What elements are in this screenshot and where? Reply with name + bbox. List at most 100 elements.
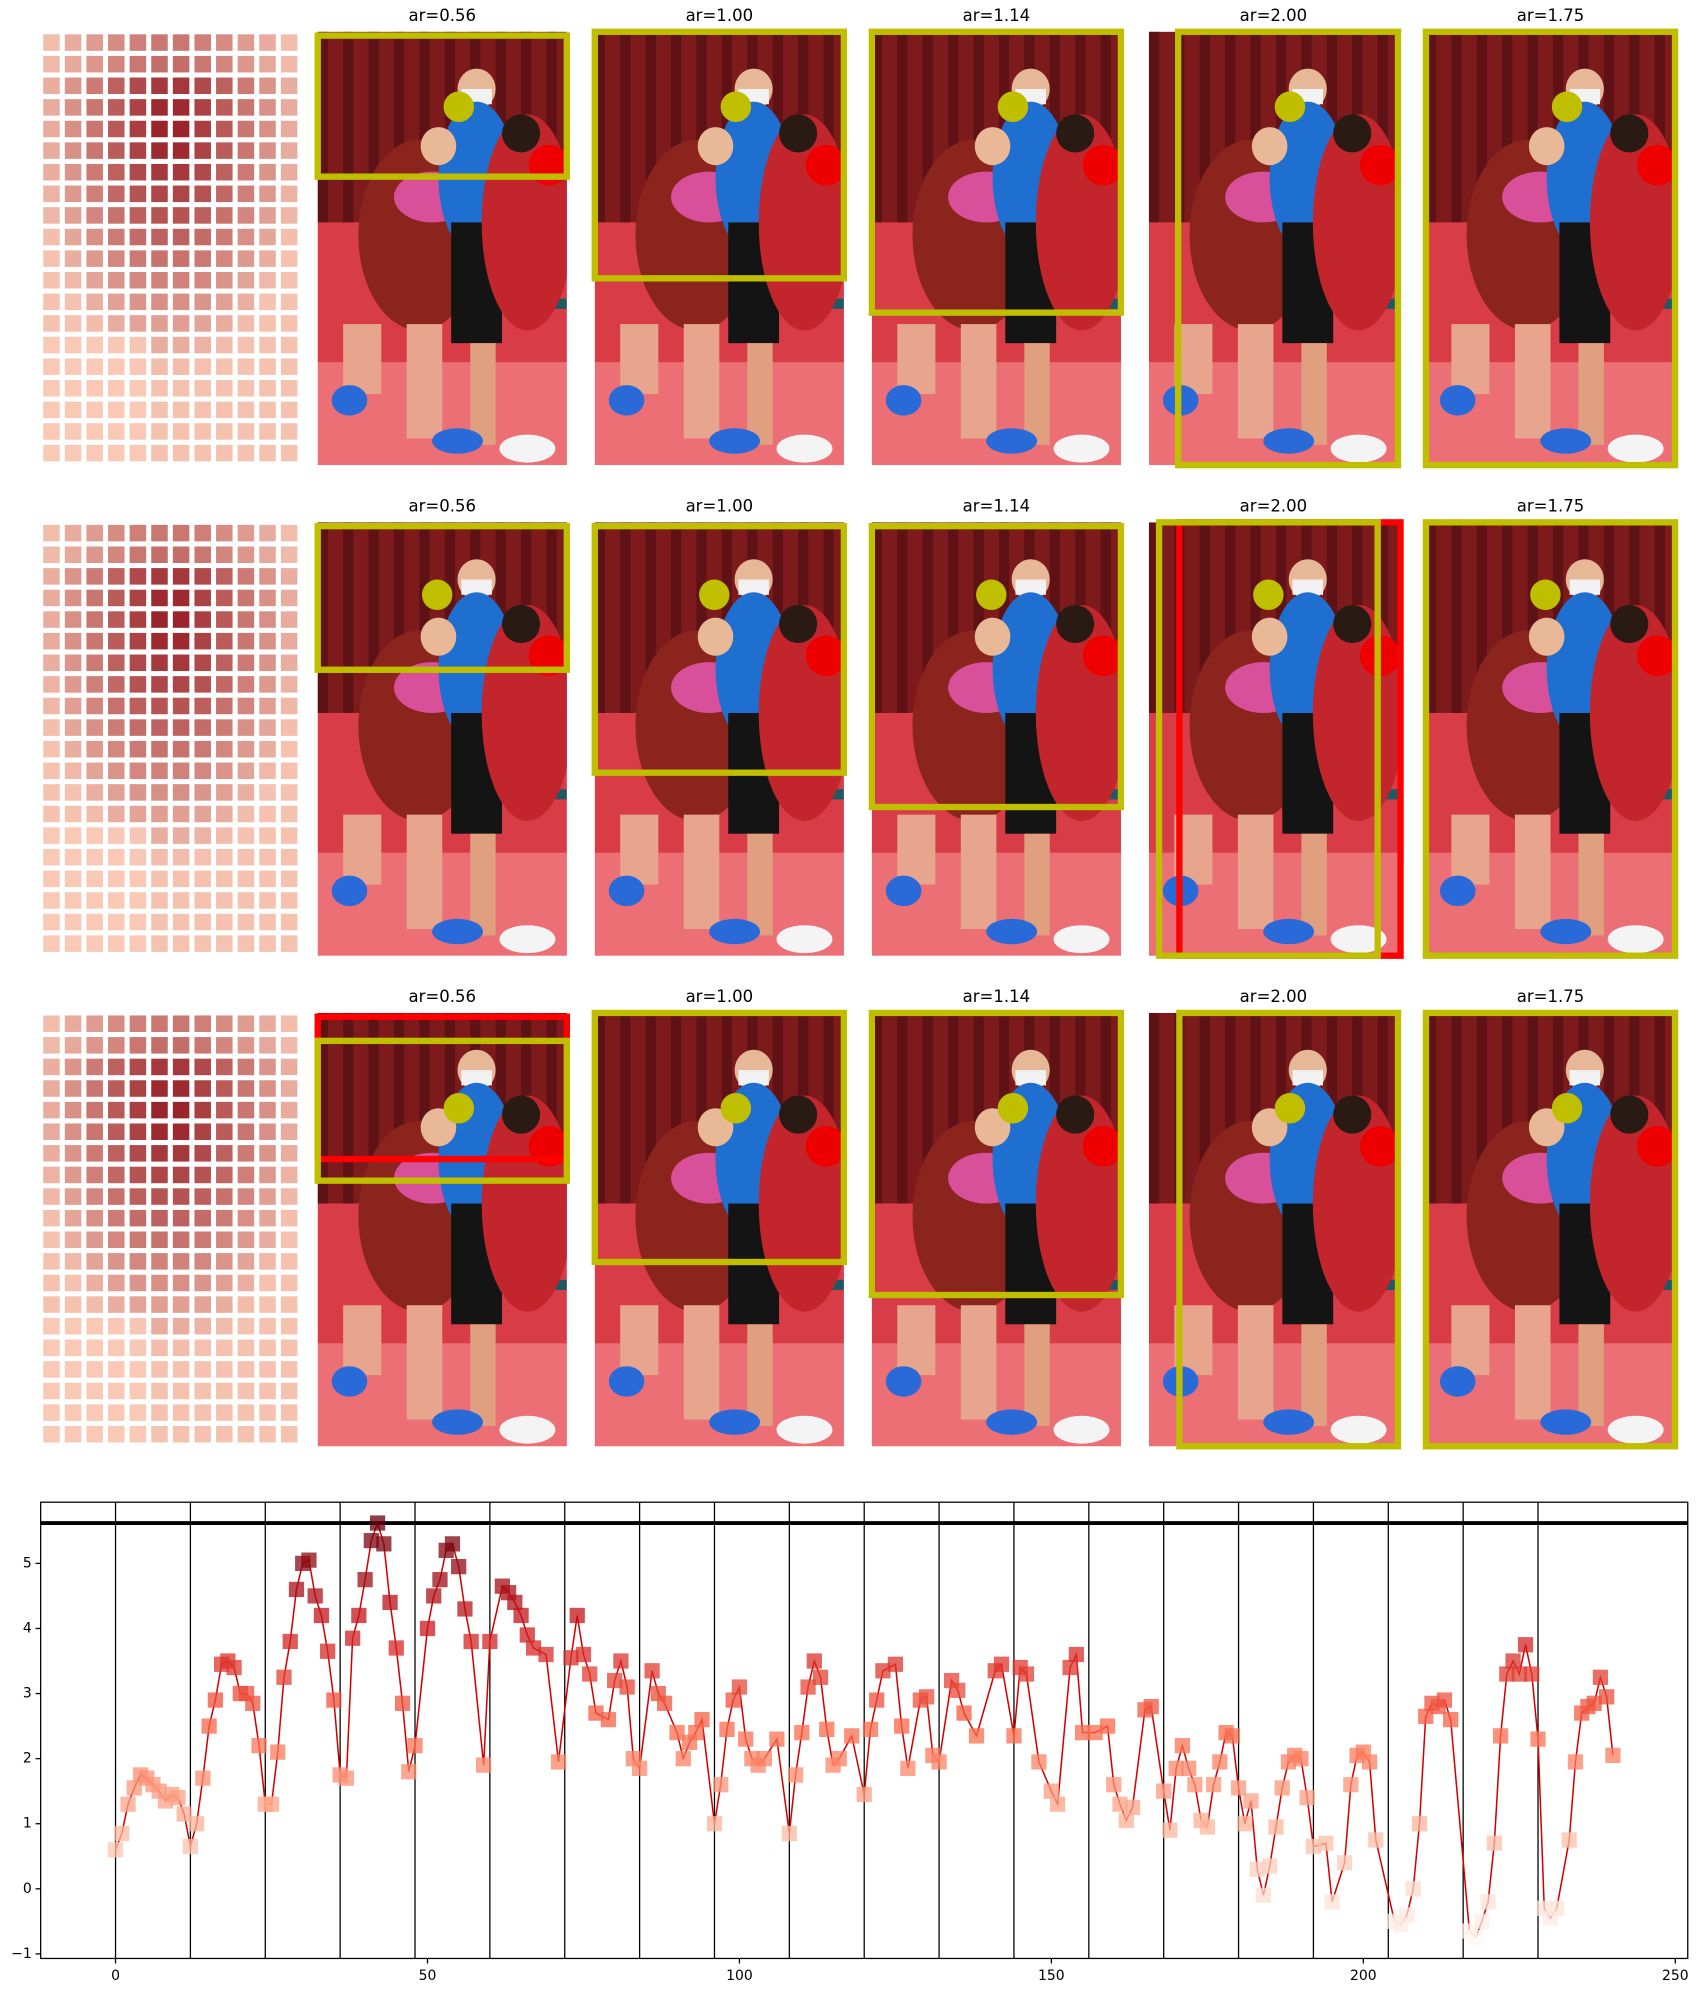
heat-cell bbox=[194, 358, 211, 375]
photo-shape bbox=[738, 579, 769, 595]
x-tick-label: 0 bbox=[111, 1968, 120, 1984]
photo-shape bbox=[406, 814, 443, 930]
point-marker bbox=[382, 1594, 398, 1611]
heat-cell bbox=[259, 762, 276, 780]
photo-shape bbox=[343, 1012, 354, 1204]
photo-shape bbox=[1082, 635, 1121, 677]
heat-cell bbox=[172, 1015, 190, 1032]
photo-shape bbox=[871, 522, 883, 713]
heat-cell bbox=[237, 1037, 255, 1054]
heat-cell bbox=[194, 740, 211, 758]
heat-cell bbox=[237, 120, 255, 138]
photo-shape bbox=[1333, 114, 1372, 153]
heat-cell bbox=[172, 740, 190, 758]
heat-cell bbox=[194, 892, 211, 909]
heat-cell bbox=[172, 632, 190, 650]
heat-cell bbox=[129, 315, 147, 332]
photo bbox=[594, 31, 844, 466]
heat-cell bbox=[129, 185, 147, 203]
photo-shape bbox=[461, 1070, 492, 1086]
heat-cell bbox=[108, 589, 125, 607]
heat-cell bbox=[108, 1015, 125, 1032]
point-marker bbox=[1106, 1777, 1122, 1793]
heat-cell bbox=[43, 99, 60, 116]
heat-cell bbox=[172, 1145, 190, 1162]
point-marker bbox=[831, 1751, 847, 1767]
heat-cell bbox=[216, 1253, 233, 1270]
photo bbox=[594, 1012, 844, 1447]
heat-cell bbox=[129, 935, 147, 952]
heat-cell bbox=[237, 1058, 255, 1076]
photo-shape bbox=[1540, 428, 1592, 454]
photo-shape bbox=[620, 31, 631, 223]
heat-cell bbox=[280, 913, 298, 931]
photo-shape bbox=[620, 522, 631, 713]
photo-shape bbox=[1148, 1012, 1160, 1204]
photo-shape bbox=[470, 833, 496, 936]
photo-shape bbox=[696, 31, 707, 223]
photo-shape bbox=[1333, 1095, 1372, 1134]
heat-cell bbox=[151, 1361, 168, 1378]
heat-cell bbox=[43, 697, 60, 715]
heat-cell bbox=[259, 444, 276, 462]
point-marker bbox=[1087, 1724, 1103, 1741]
photo-shape bbox=[986, 428, 1038, 454]
photo-shape bbox=[1301, 833, 1327, 936]
heat-cell bbox=[151, 892, 168, 909]
photo-shape bbox=[1237, 324, 1274, 439]
heat-cell bbox=[151, 1058, 168, 1076]
heat-cell bbox=[108, 1231, 125, 1249]
heat-cell bbox=[280, 250, 298, 267]
focus-point bbox=[976, 579, 1007, 611]
heat-cell bbox=[237, 913, 255, 931]
heat-cell bbox=[151, 1231, 168, 1249]
heat-cell bbox=[86, 336, 103, 354]
heat-cell bbox=[108, 1296, 125, 1313]
photo-shape bbox=[747, 833, 773, 936]
heat-cell bbox=[172, 34, 190, 51]
heat-cell bbox=[64, 1361, 82, 1378]
heat-cell bbox=[216, 1382, 233, 1400]
heat-cell bbox=[194, 142, 211, 159]
heat-cell bbox=[280, 611, 298, 628]
photo-shape bbox=[1377, 1012, 1388, 1204]
heat-cell bbox=[216, 1015, 233, 1032]
heat-cell bbox=[43, 676, 60, 693]
heat-cell bbox=[280, 1123, 298, 1140]
heat-cell bbox=[194, 568, 211, 585]
heat-cell bbox=[237, 1101, 255, 1119]
heat-cell bbox=[216, 228, 233, 246]
heat-cell bbox=[280, 1231, 298, 1249]
heat-cell bbox=[237, 546, 255, 564]
heat-cell bbox=[86, 1209, 103, 1227]
photo bbox=[1425, 1012, 1676, 1447]
photo-shape bbox=[1514, 814, 1551, 930]
heat-cell bbox=[108, 379, 125, 397]
point-marker bbox=[351, 1607, 367, 1624]
y-tick-label: 4 bbox=[23, 1620, 32, 1636]
photo-shape bbox=[986, 918, 1038, 945]
heat-cell bbox=[108, 1361, 125, 1378]
heat-cell bbox=[64, 142, 82, 159]
photo-shape bbox=[1578, 343, 1604, 445]
point-marker bbox=[401, 1764, 417, 1780]
heat-cell bbox=[172, 870, 190, 888]
heat-cell bbox=[64, 676, 82, 693]
heat-cell bbox=[108, 632, 125, 650]
point-marker bbox=[326, 1692, 342, 1708]
focus-point bbox=[698, 579, 730, 611]
heat-cell bbox=[259, 1382, 276, 1400]
photo-shape bbox=[432, 1409, 483, 1435]
heat-cell bbox=[172, 892, 190, 909]
photo-shape bbox=[1451, 31, 1462, 223]
heat-cell bbox=[129, 1253, 147, 1270]
heat-cell bbox=[43, 271, 60, 289]
photo-shape bbox=[960, 1305, 997, 1420]
point-marker bbox=[282, 1633, 298, 1650]
photo bbox=[1148, 522, 1398, 956]
heat-cell bbox=[172, 293, 190, 311]
heat-cell bbox=[43, 34, 60, 51]
point-marker bbox=[1336, 1855, 1353, 1871]
heat-cell bbox=[64, 228, 82, 246]
